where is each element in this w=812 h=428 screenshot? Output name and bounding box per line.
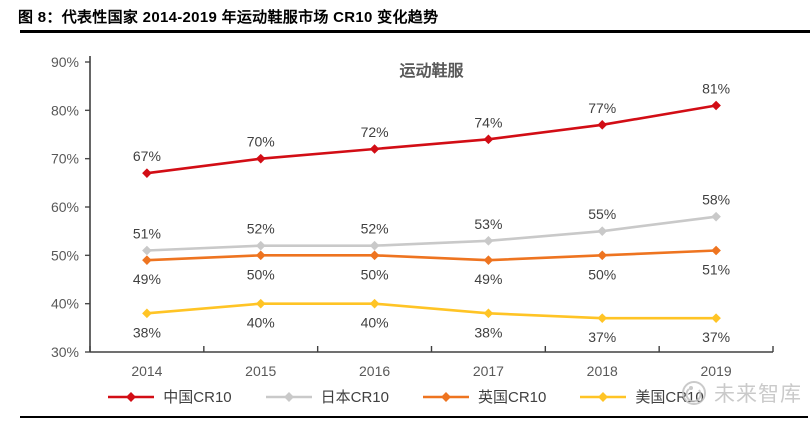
watermark: 未来智库: [679, 378, 802, 408]
data-label: 81%: [702, 81, 730, 97]
y-axis-label: 80%: [51, 102, 79, 118]
series-line: [145, 215, 718, 252]
legend-marker-icon: [265, 391, 312, 402]
data-point-marker: [597, 313, 608, 323]
data-label: 50%: [588, 266, 616, 282]
chart-title: 运动鞋服: [399, 61, 464, 80]
x-axis-label: 2018: [587, 363, 618, 379]
data-point-marker: [142, 255, 152, 265]
data-label: 50%: [247, 266, 275, 282]
legend-marker-icon: [423, 391, 469, 402]
data-point-marker: [142, 308, 152, 319]
data-label: 52%: [247, 221, 275, 237]
data-point-marker: [255, 298, 266, 309]
data-point-marker: [711, 313, 721, 323]
x-axis-label: 2014: [131, 363, 162, 379]
data-label: 49%: [474, 271, 502, 287]
y-axis-label: 30%: [51, 344, 79, 360]
data-point-marker: [369, 250, 380, 261]
bottom-divider: [20, 416, 808, 418]
x-axis-label: 2019: [701, 363, 732, 379]
data-label: 77%: [588, 100, 616, 116]
x-axis-label: 2017: [473, 363, 504, 379]
data-point-marker: [369, 144, 380, 154]
figure-caption: 图 8：代表性国家 2014-2019 年运动鞋服市场 CR10 变化趋势: [18, 9, 439, 26]
data-label: 58%: [702, 192, 730, 208]
watermark-text: 未来智库: [714, 383, 802, 406]
data-label: 55%: [588, 206, 616, 222]
y-axis-label: 40%: [51, 296, 79, 312]
legend-item: 英国CR10: [423, 386, 546, 407]
caption-underline: [20, 30, 810, 33]
data-label: 37%: [588, 329, 616, 345]
data-label: 72%: [361, 124, 389, 140]
data-label: 52%: [361, 221, 389, 237]
data-label: 67%: [133, 148, 161, 164]
data-point-marker: [369, 240, 380, 251]
data-label: 38%: [474, 324, 502, 340]
data-point-marker: [711, 245, 721, 256]
data-label: 70%: [247, 134, 275, 150]
y-axis-label: 70%: [51, 151, 79, 167]
watermark-logo-icon: [682, 381, 706, 405]
data-point-marker: [711, 100, 721, 111]
data-label: 40%: [361, 315, 389, 331]
x-axis-label: 2016: [359, 363, 390, 379]
data-label: 51%: [702, 262, 730, 278]
data-label: 53%: [474, 216, 502, 232]
data-point-marker: [483, 255, 494, 265]
data-point-marker: [255, 250, 266, 261]
cr10-line-chart: 30% 40% 50% 60% 70% 80% 90% 2014 2015 2016 2017 201…: [51, 54, 774, 379]
data-point-marker: [369, 298, 380, 309]
legend-item: 中国CR10: [108, 386, 232, 407]
data-point-marker: [483, 134, 494, 145]
data-point-marker: [483, 308, 494, 319]
series-line: [145, 104, 718, 175]
data-label: 50%: [361, 266, 389, 282]
data-point-marker: [597, 250, 608, 261]
data-label: 40%: [247, 315, 275, 331]
legend-label: 日本CR10: [320, 389, 389, 406]
data-point-marker: [597, 120, 608, 130]
legend-marker-icon: [580, 391, 627, 402]
data-point-marker: [255, 153, 266, 164]
x-axis-label: 2015: [245, 363, 276, 379]
data-point-marker: [142, 245, 152, 256]
y-axis-label: 60%: [51, 199, 79, 215]
data-label: 74%: [474, 114, 502, 130]
data-point-marker: [142, 168, 152, 178]
legend-marker-icon: [108, 391, 155, 402]
y-axis-label: 90%: [51, 54, 79, 70]
data-point-marker: [711, 211, 721, 222]
legend-item: 日本CR10: [265, 386, 389, 407]
series-line: [145, 249, 718, 262]
data-label: 37%: [702, 329, 730, 345]
y-axis-label: 50%: [51, 247, 79, 263]
data-label: 49%: [133, 271, 161, 287]
data-label: 38%: [133, 324, 161, 340]
data-point-marker: [483, 236, 494, 246]
series-line: [145, 302, 718, 320]
data-point-marker: [255, 240, 266, 251]
legend-label: 中国CR10: [163, 389, 232, 406]
data-label: 51%: [133, 226, 161, 242]
legend-label: 英国CR10: [478, 389, 547, 406]
data-point-marker: [597, 226, 608, 236]
